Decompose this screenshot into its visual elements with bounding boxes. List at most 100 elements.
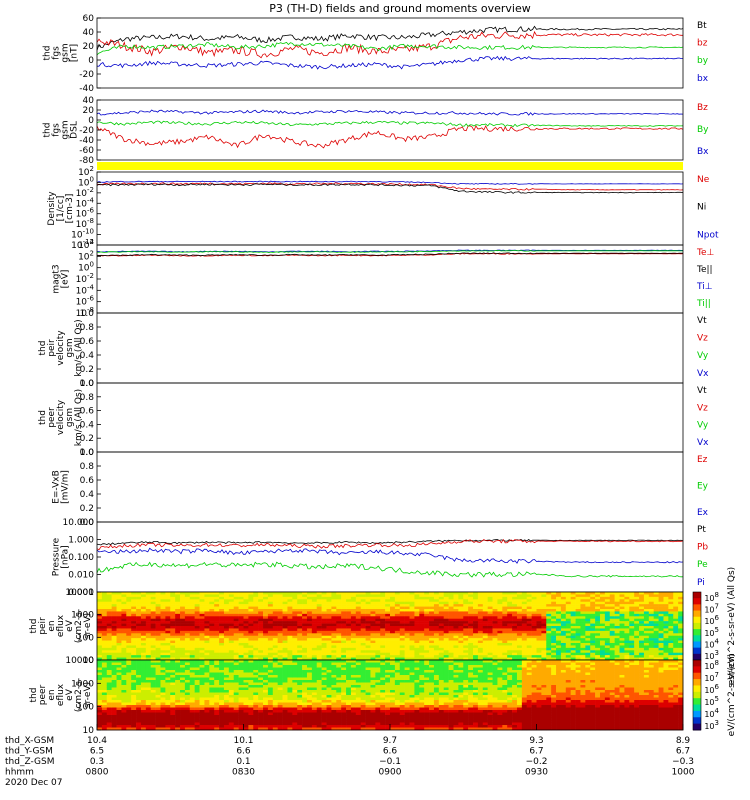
spectrogram-cell [165,645,171,649]
spectrogram-cell [160,638,166,641]
spectrogram-cell [219,650,225,654]
spectrogram-cell [145,628,152,632]
spectrogram-cell [306,621,313,624]
spectrogram-cell [639,638,645,641]
spectrogram-cell [350,630,357,634]
spectrogram-cell [443,609,449,612]
spectrogram-cell [399,626,405,629]
spectrogram-cell [512,609,518,612]
spectrogram-cell [565,616,571,620]
spectrogram-cell [258,665,264,668]
spectrogram-cell [595,628,601,632]
spectrogram-cell [663,599,669,603]
spectrogram-cell [121,727,127,731]
spectrogram-cell [629,638,635,641]
spectrogram-cell [487,606,493,610]
spectrogram-cell [370,647,376,651]
spectrogram-cell [336,655,342,658]
spectrogram-cell [126,606,132,610]
spectrogram-cell [624,606,630,610]
spectrogram-cell [189,638,195,641]
spectrogram-cell [131,685,137,688]
spectrogram-cell [184,692,191,696]
spectrogram-cell [468,623,474,627]
spectrogram-cell [492,604,498,607]
spectrogram-cell [385,601,391,605]
spectrogram-cell [570,592,576,595]
spectrogram-cell [101,685,108,688]
spectrogram-cell [648,638,654,641]
spectrogram-cell [160,628,166,632]
spectrogram-cell [184,685,191,688]
spectrogram-cell [267,707,274,711]
spectrogram-cell [326,702,332,706]
spectrogram-cell [184,720,191,723]
spectrogram-cell [170,652,176,656]
spectrogram-cell [658,626,664,629]
spectrogram-cell [263,613,269,617]
spectrogram-cell [673,623,679,627]
spectrogram-cell [126,592,132,595]
spectrogram-cell [668,647,674,651]
spectrogram-cell [302,596,308,600]
y-axis-label: Pressure [nPa] [52,537,71,576]
spectrogram-cell [101,635,108,639]
spectrogram-cell [214,628,220,632]
spectrogram-cell [453,606,459,610]
spectrogram-cell [463,616,469,620]
spectrogram-cell [253,675,259,678]
spectrogram-cell [277,611,283,615]
spectrogram-cell [350,640,357,644]
spectrogram-cell [189,670,195,673]
spectrogram-cell [355,596,361,600]
spectrogram-cell [233,643,239,646]
spectrogram-cell [302,592,308,595]
spectrogram-cell [438,609,445,612]
spectrogram-cell [516,645,523,649]
spectrogram-cell [653,655,659,658]
spectrogram-cell [150,643,156,646]
spectrogram-cell [155,655,161,658]
spectrogram-cell [326,626,332,629]
spectrogram-cell [375,647,381,651]
series-line-bx [97,55,683,70]
spectrogram-cell [531,611,537,615]
spectrogram-cell [302,697,308,701]
spectrogram-cell [306,715,313,718]
spectrogram-cell [521,643,528,646]
spectrogram-cell [219,594,225,598]
spectrogram-cell [629,616,635,620]
spectrogram-cell [219,613,225,617]
spectrogram-cell [326,609,332,612]
spectrogram-cell [116,682,122,686]
spectrogram-cell [228,660,235,663]
spectrogram-cell [370,638,376,641]
spectrogram-cell [287,596,293,600]
spectrogram-cell [160,596,166,600]
spectrogram-cell [350,621,357,624]
spectrogram-cell [409,606,415,610]
spectrogram-cell [155,720,161,723]
spectrogram-cell [629,655,635,658]
spectrogram-cell [639,606,645,610]
spectrogram-cell [590,611,596,615]
spectrogram-cell [409,652,415,656]
spectrogram-cell [145,613,152,617]
spectrogram-cell [263,592,269,595]
spectrogram-cell [424,640,430,644]
spectrogram-cell [101,717,108,721]
spectrogram-cell [238,727,244,731]
spectrogram-cell [546,596,552,600]
spectrogram-cell [180,652,186,656]
spectrogram-cell [243,609,249,612]
spectrogram-cell [311,647,318,651]
spectrogram-cell [180,604,186,607]
spectrogram-cell [468,592,474,595]
spectrogram-cell [170,628,176,632]
spectrogram-cell [390,616,396,620]
spectrogram-cell [180,606,186,610]
colorbar-step [693,598,701,605]
spectrogram-cell [297,635,303,639]
series-line-Bx [96,109,684,116]
